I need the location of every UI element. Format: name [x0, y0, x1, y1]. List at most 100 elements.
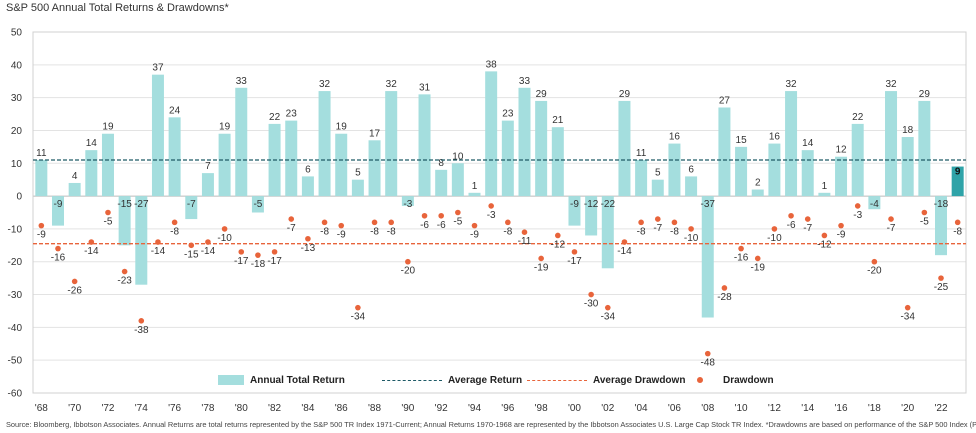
return-bar — [735, 146, 748, 197]
drawdown-value-label: -19 — [751, 262, 766, 273]
y-tick-label: 20 — [11, 126, 23, 137]
y-tick-label: -30 — [8, 290, 23, 301]
drawdown-dot — [138, 318, 145, 324]
plot-frame — [32, 31, 967, 394]
drawdown-value-label: -34 — [351, 312, 366, 323]
return-bar — [768, 143, 781, 197]
drawdown-value-label: -9 — [37, 230, 46, 241]
return-bar — [285, 120, 298, 197]
legend-avg-drawdown-swatch — [527, 379, 587, 381]
x-tick-label: '72 — [101, 403, 114, 414]
return-value-label: 32 — [319, 79, 331, 90]
return-value-label: 27 — [719, 95, 731, 106]
x-tick-label: '98 — [535, 403, 548, 414]
x-tick-label: '16 — [835, 403, 848, 414]
drawdown-value-label: -5 — [920, 217, 929, 228]
return-bar — [418, 94, 431, 197]
x-tick-label: '80 — [235, 403, 248, 414]
x-tick-label: '78 — [201, 403, 214, 414]
drawdown-dot — [871, 258, 878, 265]
y-tick-label: 40 — [11, 60, 23, 71]
return-value-label: 2 — [755, 178, 761, 189]
x-tick-label: '08 — [701, 403, 714, 414]
return-bar — [668, 143, 681, 197]
return-bar — [501, 120, 514, 197]
return-value-label: -3 — [403, 199, 412, 210]
drawdown-dot — [538, 255, 544, 262]
drawdown-dot — [321, 219, 328, 226]
drawdown-value-label: -6 — [787, 220, 796, 231]
drawdown-value-label: -8 — [387, 226, 396, 237]
drawdown-dot — [188, 242, 195, 249]
x-tick-label: '06 — [668, 403, 681, 414]
return-bar — [935, 196, 948, 256]
return-value-label: 14 — [86, 138, 98, 149]
drawdown-dot — [571, 249, 578, 255]
return-bar — [318, 91, 331, 197]
return-bar — [551, 127, 564, 197]
drawdown-dot — [505, 219, 511, 226]
return-bar — [68, 182, 81, 197]
return-value-label: 32 — [386, 79, 398, 90]
return-bar — [585, 196, 598, 236]
x-tick-label: '68 — [35, 403, 48, 414]
legend-item-average-return: Average Return — [382, 370, 522, 390]
legend-label-average-return: Average Return — [448, 374, 523, 386]
drawdown-dot — [671, 219, 678, 226]
return-value-label: 23 — [286, 109, 298, 120]
return-value-label: 31 — [419, 82, 431, 93]
drawdown-value-label: -3 — [487, 210, 496, 221]
drawdown-value-label: -3 — [853, 210, 862, 221]
x-tick-label: '22 — [934, 403, 947, 414]
drawdown-value-label: -12 — [551, 239, 566, 250]
return-value-label: 8 — [438, 158, 444, 169]
return-bar — [351, 179, 364, 197]
return-value-label: 16 — [769, 132, 781, 143]
drawdown-dot — [71, 278, 78, 285]
return-value-label: 12 — [835, 145, 847, 156]
drawdown-dot — [904, 304, 911, 311]
return-value-label: 22 — [852, 112, 864, 123]
return-bar — [468, 192, 481, 197]
return-value-label: 19 — [336, 122, 348, 133]
return-value-label: -4 — [870, 199, 879, 210]
legend-item-annual-return: Annual Total Return — [218, 370, 345, 390]
drawdown-dot — [255, 252, 261, 258]
return-value-label: 33 — [519, 76, 531, 87]
drawdown-dot — [621, 239, 628, 245]
return-value-label: 19 — [219, 122, 231, 133]
return-bar — [701, 196, 714, 318]
y-tick-label: 50 — [11, 28, 23, 39]
drawdown-value-label: -20 — [867, 266, 882, 277]
legend-label-annual-return: Annual Total Return — [250, 374, 345, 386]
drawdown-value-label: -19 — [534, 262, 549, 273]
y-tick-label: -60 — [8, 389, 23, 400]
x-tick-label: '94 — [468, 403, 481, 414]
return-value-label: 38 — [486, 59, 498, 70]
drawdown-value-label: -28 — [717, 292, 732, 303]
drawdown-dot — [371, 219, 378, 226]
return-bar — [718, 107, 731, 197]
return-value-label: -9 — [54, 199, 63, 210]
drawdown-dot — [854, 203, 861, 209]
drawdown-value-label: -25 — [934, 282, 949, 293]
return-bar — [818, 192, 831, 197]
return-bar — [618, 100, 631, 197]
return-bar — [635, 159, 648, 197]
return-value-label: -9 — [570, 199, 579, 210]
drawdown-value-label: -8 — [370, 226, 379, 237]
drawdown-dot — [221, 226, 228, 232]
x-tick-label: '76 — [168, 403, 181, 414]
return-value-label: 6 — [688, 164, 694, 175]
drawdown-value-label: -15 — [184, 249, 199, 260]
return-bar — [235, 87, 248, 197]
x-tick-label: '18 — [868, 403, 881, 414]
drawdown-dot — [288, 216, 295, 222]
x-tick-label: '86 — [335, 403, 348, 414]
return-bar — [301, 176, 314, 197]
return-bar — [951, 166, 964, 197]
return-bar — [451, 163, 464, 197]
return-value-label: 19 — [102, 122, 114, 133]
return-bar — [201, 173, 214, 197]
drawdown-dot — [388, 219, 395, 226]
